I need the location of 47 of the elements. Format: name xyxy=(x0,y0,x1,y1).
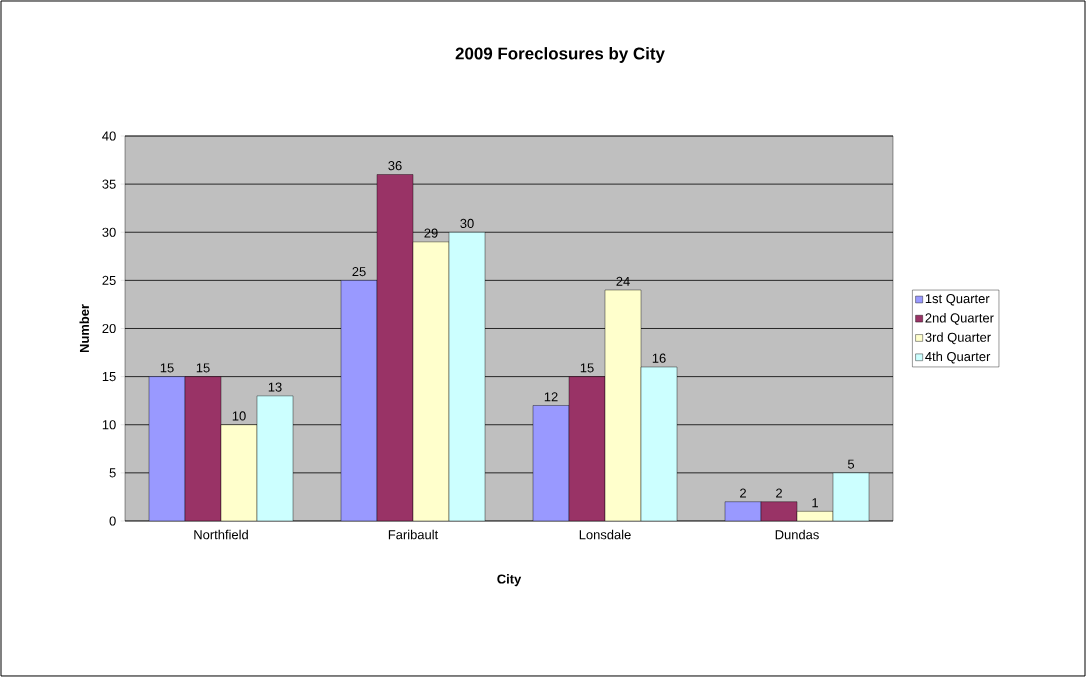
y-tick-label: 40 xyxy=(102,131,116,141)
data-label: 2 xyxy=(740,488,746,498)
legend-label: 3rd Quarter xyxy=(925,332,991,345)
y-tick-label: 20 xyxy=(102,323,116,334)
bar xyxy=(604,289,642,521)
data-label: 36 xyxy=(388,161,402,171)
x-tick-label: Faribault xyxy=(388,529,439,540)
data-label: 25 xyxy=(352,266,366,277)
x-tick-label: Northfield xyxy=(194,529,248,540)
bar xyxy=(640,366,678,521)
y-tick-label: 10 xyxy=(102,420,116,430)
bar xyxy=(185,376,222,521)
y-tick-label: 25 xyxy=(102,275,116,285)
data-label: 10 xyxy=(232,411,246,421)
bar xyxy=(257,395,294,521)
data-label: 15 xyxy=(160,363,174,373)
bar xyxy=(532,405,570,521)
bar xyxy=(376,174,414,521)
bar xyxy=(412,241,450,521)
bar xyxy=(221,424,258,521)
data-label: 15 xyxy=(196,363,210,373)
x-axis-title: City xyxy=(497,574,522,587)
chart-title: 2009 Foreclosures by City xyxy=(455,47,665,63)
data-label: 2 xyxy=(776,488,782,498)
y-tick-label: 35 xyxy=(102,179,116,189)
y-tick-label: 0 xyxy=(109,516,116,526)
legend-label: 2nd Quarter xyxy=(925,312,994,325)
y-axis-title: Number xyxy=(79,304,89,353)
data-label: 15 xyxy=(580,363,594,373)
legend-label: 1st Quarter xyxy=(925,294,990,306)
data-label: 16 xyxy=(652,353,666,363)
bar xyxy=(149,376,186,521)
data-label: 13 xyxy=(268,382,282,392)
y-tick-label: 30 xyxy=(102,227,116,237)
bar xyxy=(832,472,870,521)
bar xyxy=(448,232,486,521)
legend-label: 4th Quarter xyxy=(925,351,991,364)
y-tick-label: 5 xyxy=(109,468,116,478)
data-label: 30 xyxy=(460,218,474,229)
bar xyxy=(340,280,378,521)
data-label: 5 xyxy=(847,459,855,469)
bar xyxy=(568,376,606,521)
data-label: 1 xyxy=(812,498,818,508)
data-label: 12 xyxy=(544,392,558,402)
x-tick-label: Dundas xyxy=(775,529,819,540)
x-tick-label: Lonsdale xyxy=(579,529,631,540)
y-tick-label: 15 xyxy=(102,372,116,382)
